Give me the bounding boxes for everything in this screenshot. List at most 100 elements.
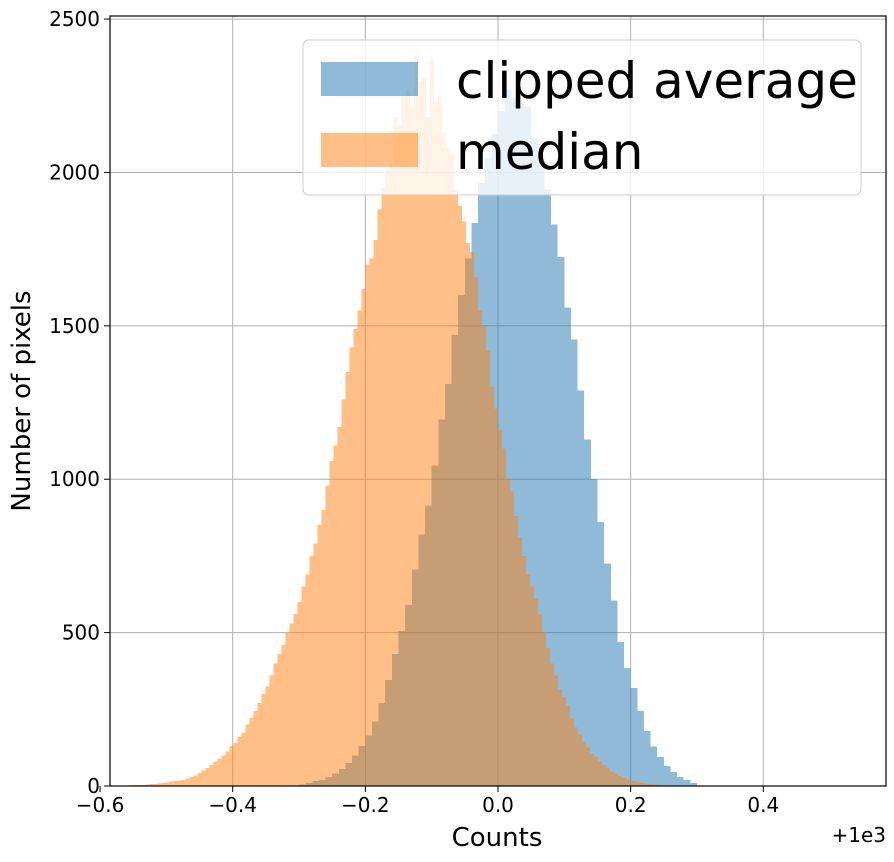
histogram-bar [565, 706, 571, 786]
histogram-bar [624, 667, 631, 786]
histogram-bar [622, 777, 627, 786]
x-tick-label: 0.0 [482, 793, 514, 817]
histogram-bar [557, 256, 565, 786]
histogram-bars [113, 55, 699, 787]
histogram-bar [570, 339, 578, 786]
histogram-bar [610, 771, 615, 786]
histogram-bar [273, 663, 278, 786]
histogram-bar [213, 761, 218, 786]
histogram-bar [253, 710, 258, 786]
histogram-bar [325, 485, 330, 786]
histogram-bar [169, 781, 174, 786]
histogram-bar [373, 239, 378, 787]
histogram-bar [598, 760, 603, 786]
y-tick-label: 500 [62, 621, 100, 645]
histogram-bar [329, 460, 334, 786]
histogram-bar [505, 479, 510, 786]
histogram-bar [638, 782, 643, 786]
histogram-bar [385, 169, 390, 786]
histogram-bar [305, 574, 310, 786]
histogram-bar [309, 555, 314, 786]
histogram-bar [357, 310, 362, 786]
histogram-bar [177, 780, 182, 786]
histogram-bar [249, 717, 254, 786]
histogram-bar [557, 689, 562, 786]
legend-box [302, 39, 862, 196]
histogram-bar [663, 766, 671, 786]
histogram-bar [297, 601, 302, 786]
histogram-bar [401, 95, 406, 786]
x-tick-label: −0.2 [341, 793, 390, 817]
histogram-bar [524, 106, 532, 787]
y-tick-label: 2500 [49, 7, 100, 31]
axis-tick-labels: −0.6 −0.4 −0.2 0.0 0.2 0.4 0 500 1000 1500 2000 250… [49, 7, 779, 817]
histogram-bar [261, 693, 266, 786]
histogram-bar [201, 770, 206, 786]
histogram-bar [642, 783, 647, 786]
histogram-bar [413, 55, 418, 786]
histogram-bar [197, 773, 202, 786]
histogram-bar [533, 598, 538, 786]
histogram-bar [185, 778, 190, 786]
histogram-bar [606, 768, 611, 786]
histogram-bar [453, 190, 458, 786]
histogram-bar [337, 427, 342, 786]
histogram-bar [281, 644, 286, 786]
histogram-bar [257, 703, 262, 786]
series-median [113, 55, 699, 787]
histogram-bar [241, 732, 246, 786]
histogram-bar [544, 189, 552, 787]
histogram-bar [377, 209, 382, 786]
histogram-bar [545, 647, 550, 786]
histogram-bar [511, 97, 518, 787]
y-tick-label: 0 [87, 774, 100, 798]
histogram-bar [618, 775, 623, 786]
histogram-bar [602, 765, 607, 786]
histogram-bar [313, 543, 318, 786]
histogram-bar [145, 784, 150, 786]
histogram-bar [529, 586, 534, 786]
histogram-bar [497, 430, 502, 786]
x-tick-label: −0.4 [208, 793, 257, 817]
histogram-bar [277, 654, 282, 786]
histogram-bar [537, 614, 542, 786]
histogram-bar [551, 224, 558, 786]
histogram-bar [670, 772, 678, 786]
x-tick-label: −0.6 [76, 793, 125, 817]
histogram-bar [509, 491, 514, 786]
histogram-bar [657, 756, 664, 786]
histogram-bar [493, 408, 498, 786]
histogram-bar [301, 586, 306, 786]
histogram-bar [501, 448, 506, 786]
histogram-bar [229, 746, 234, 786]
histogram-bar [584, 439, 591, 786]
histogram-bar [341, 399, 346, 786]
histogram-bar [141, 784, 146, 786]
histogram-bar [405, 89, 410, 787]
histogram-bar [690, 782, 697, 786]
histogram-bar [461, 221, 466, 786]
histogram-bar [349, 347, 354, 786]
histogram-bar [614, 773, 619, 786]
histogram-bar [221, 755, 226, 786]
histogram-bar [285, 632, 290, 786]
histogram-bar [393, 117, 398, 787]
histogram-bar [369, 258, 374, 786]
histogram-bar [421, 77, 426, 786]
histogram-bar [321, 509, 326, 786]
histogram-bar [574, 727, 579, 786]
histogram-bar [564, 307, 571, 786]
histogram-bar [165, 782, 170, 786]
histogram-bar [217, 759, 222, 786]
histogram-bar [630, 780, 635, 786]
histogram-bar [149, 784, 154, 786]
histogram-bar [209, 765, 214, 786]
histogram-bar [630, 687, 638, 786]
histogram-bar [153, 783, 158, 786]
histogram-bar [610, 600, 618, 786]
histogram-bar [521, 555, 526, 786]
histogram-bar [417, 80, 422, 787]
histogram-bar [389, 163, 394, 787]
histogram-bar [577, 390, 585, 786]
histogram-bar [473, 276, 478, 786]
